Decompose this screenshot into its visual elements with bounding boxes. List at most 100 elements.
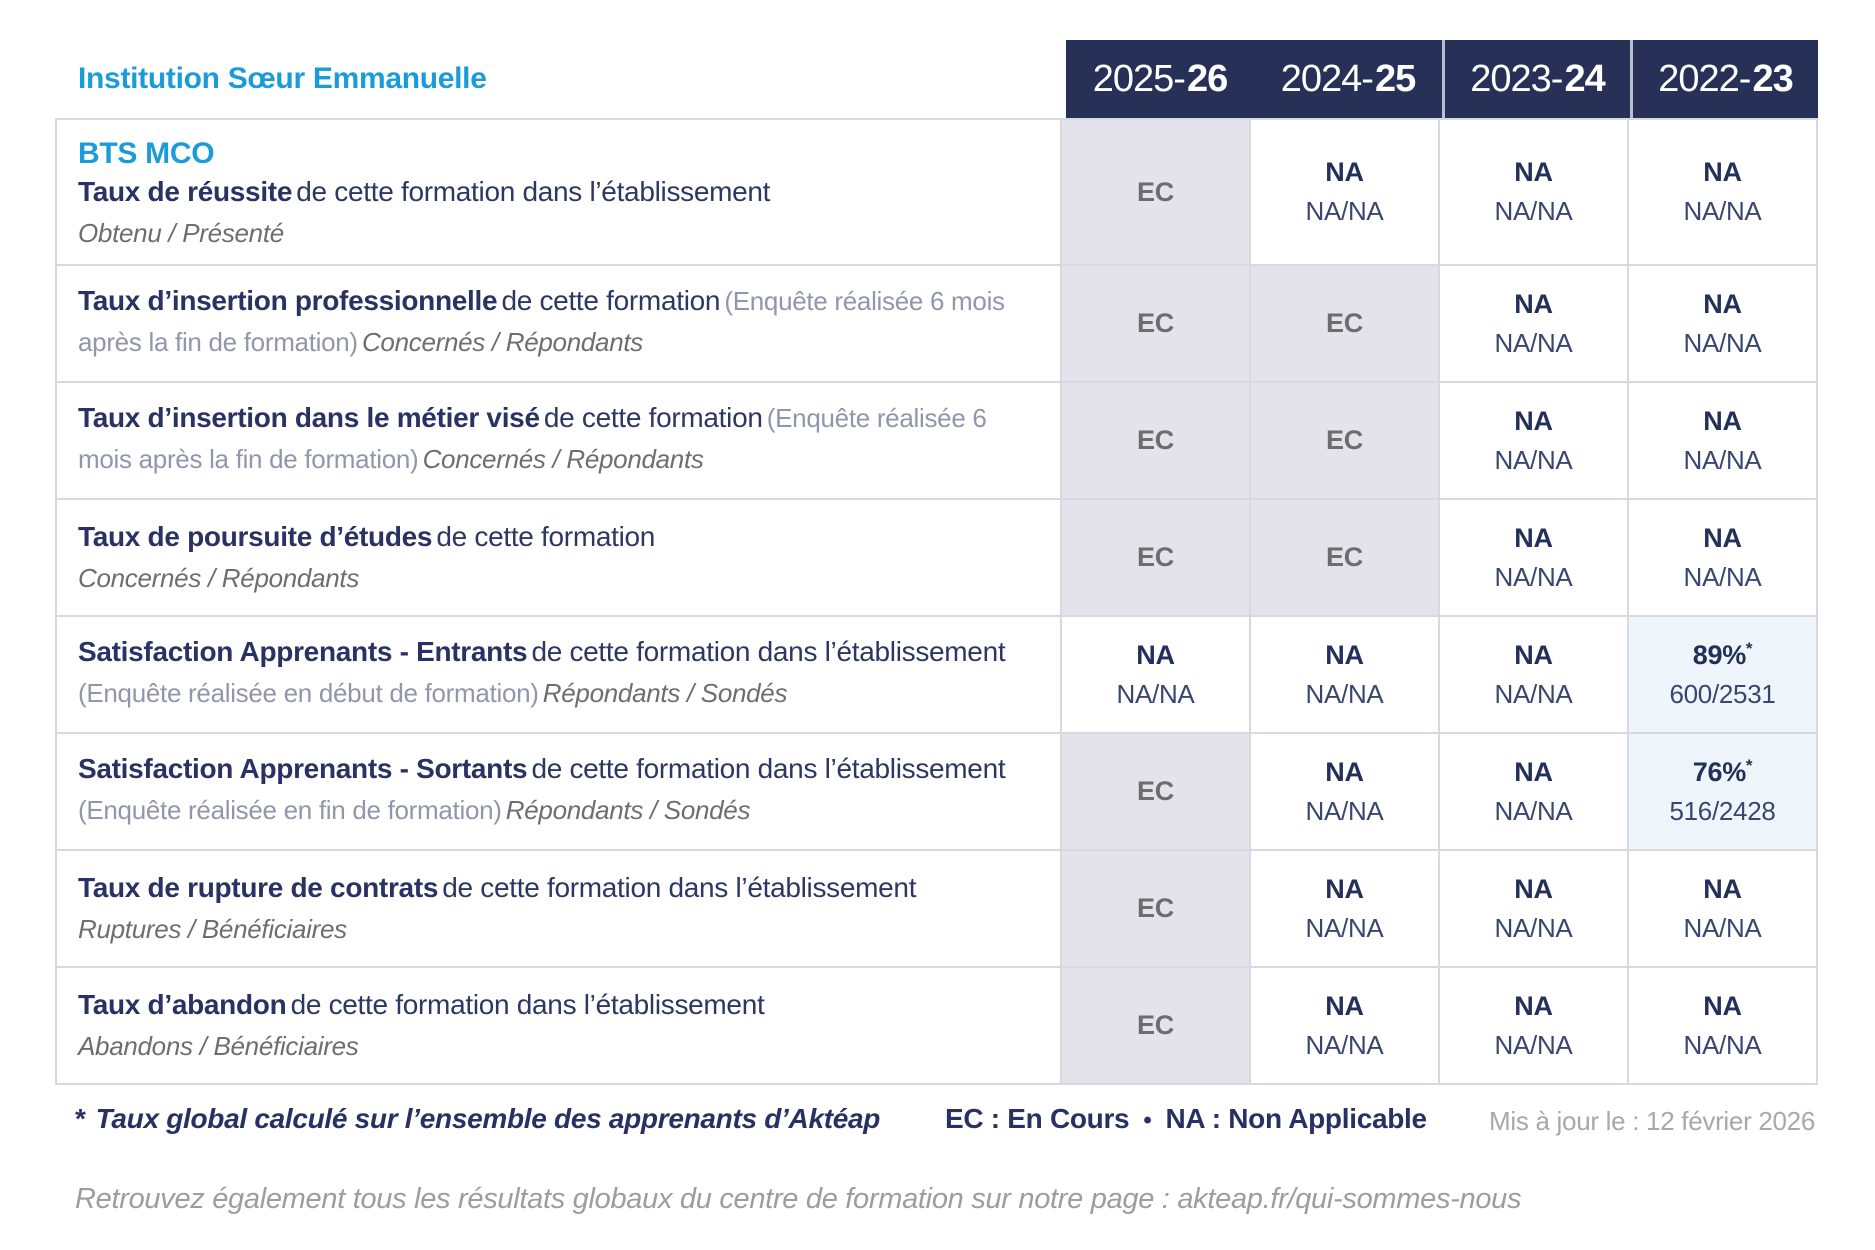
indicator-title: Satisfaction Apprenants - Sortants — [78, 752, 528, 784]
value-cell: NA NA/NA — [1251, 734, 1438, 849]
value-cell: NA NA/NA — [1629, 851, 1816, 966]
row-label: Satisfaction Apprenants - Entrants de ce… — [57, 617, 1060, 732]
cell-value: NA — [1325, 990, 1364, 1021]
cell-value: NA — [1514, 639, 1553, 670]
value-cell: EC — [1251, 266, 1438, 381]
cell-value: NA — [1514, 873, 1553, 904]
cell-value: NA — [1514, 288, 1553, 319]
institution-title: Institution Sœur Emmanuelle — [78, 62, 487, 95]
value-cell: NA NA/NA — [1251, 968, 1438, 1083]
row-label: BTS MCO Taux de réussite de cette format… — [57, 120, 1060, 264]
cell-ratio: NA/NA — [1494, 1029, 1573, 1060]
year-header: 2024- 25 — [1254, 40, 1442, 118]
indicator-note: (Enquête réalisée 6 mois après la fin de… — [78, 402, 987, 474]
updated-date: Mis à jour le : 12 février 2026 — [1489, 1106, 1815, 1136]
row-label-text: Taux de réussite de cette formation dans… — [78, 174, 1032, 251]
value-cell: 89%* 600/2531 — [1629, 617, 1816, 732]
indicator-ratio-label: Concernés / Répondants — [422, 443, 704, 474]
indicator-subtitle: de cette formation dans l’établissement — [296, 175, 771, 207]
row-label-text: Satisfaction Apprenants - Sortants de ce… — [78, 751, 1032, 833]
cell-value: EC — [1326, 425, 1363, 455]
footnote-star-icon: * — [1745, 638, 1753, 658]
indicator-ratio-label: Abandons / Bénéficiaires — [78, 1031, 359, 1061]
value-cell: EC — [1062, 266, 1249, 381]
cell-percent: 89% — [1692, 639, 1746, 670]
indicator-ratio-label: Concernés / Répondants — [361, 326, 643, 357]
cell-ratio: 516/2428 — [1669, 795, 1776, 826]
cell-value: NA — [1325, 873, 1364, 904]
value-cell: NA NA/NA — [1629, 383, 1816, 498]
cell-ratio: 600/2531 — [1669, 678, 1776, 709]
indicator-ratio-label: Concernés / Répondants — [78, 563, 360, 593]
value-cell: NA NA/NA — [1629, 500, 1816, 615]
results-table: Institution Sœur Emmanuelle 2025- 26 2024… — [55, 40, 1818, 1085]
indicator-title: Taux d’insertion professionnelle — [78, 284, 498, 316]
row-label-text: Taux d’insertion professionnelle de cett… — [78, 283, 1032, 365]
year-bold: 26 — [1186, 57, 1228, 100]
footnote-star-icon: * — [1745, 755, 1753, 775]
cell-value: NA — [1703, 288, 1742, 319]
value-cell: EC — [1062, 383, 1249, 498]
cell-ratio: NA/NA — [1683, 912, 1762, 943]
value-cell: NA NA/NA — [1062, 617, 1249, 732]
legend-ec: EC : En Cours — [945, 1103, 1130, 1134]
value-cell: EC — [1062, 120, 1249, 264]
indicator-subtitle: de cette formation — [501, 284, 721, 316]
value-cell: NA NA/NA — [1440, 383, 1627, 498]
table-body: BTS MCO Taux de réussite de cette format… — [55, 118, 1818, 1085]
cell-value: EC — [1326, 308, 1363, 338]
row-label: Taux de rupture de contrats de cette for… — [57, 851, 1060, 966]
cell-ratio: NA/NA — [1683, 561, 1762, 592]
value-cell: 76%* 516/2428 — [1629, 734, 1816, 849]
cell-value: NA — [1325, 157, 1364, 187]
indicator-title: Taux d’insertion dans le métier visé — [78, 401, 540, 433]
value-cell: EC — [1251, 383, 1438, 498]
value-cell: NA NA/NA — [1629, 120, 1816, 264]
year-bold: 25 — [1374, 57, 1416, 100]
indicator-title: Taux de poursuite d’études — [78, 521, 433, 552]
row-label: Taux d’insertion dans le métier visé de … — [57, 383, 1060, 498]
year-prefix: 2023- — [1470, 57, 1563, 100]
cell-ratio: NA/NA — [1305, 795, 1384, 826]
cell-value: NA — [1325, 756, 1364, 787]
row-label: Taux de poursuite d’études de cette form… — [57, 500, 1060, 615]
cell-value: NA — [1136, 639, 1175, 670]
value-cell: EC — [1062, 734, 1249, 849]
legend-na: NA : Non Applicable — [1165, 1103, 1427, 1134]
indicator-note: (Enquête réalisée 6 mois après la fin de… — [78, 285, 1005, 357]
year-header: 2022- 23 — [1630, 40, 1818, 118]
indicator-subtitle: de cette formation dans l’établissement — [442, 872, 917, 903]
cell-ratio: NA/NA — [1494, 444, 1573, 475]
indicator-title: Taux de rupture de contrats — [78, 872, 439, 903]
cell-ratio: NA/NA — [1683, 196, 1762, 226]
cell-ratio: NA/NA — [1683, 444, 1762, 475]
cell-ratio: NA/NA — [1494, 795, 1573, 826]
value-cell: NA NA/NA — [1440, 851, 1627, 966]
value-cell: NA NA/NA — [1440, 968, 1627, 1083]
cell-value: NA — [1325, 639, 1364, 670]
year-bold: 24 — [1564, 57, 1605, 100]
cell-ratio: NA/NA — [1494, 912, 1573, 943]
indicator-subtitle: de cette formation dans l’établissement — [531, 752, 1006, 784]
year-prefix: 2025- — [1092, 57, 1186, 100]
cell-ratio: NA/NA — [1494, 196, 1573, 226]
indicator-title: Taux d’abandon — [78, 989, 287, 1020]
footnote-star-icon: * — [75, 1103, 86, 1134]
cell-value: 89%* — [1692, 638, 1753, 671]
cell-ratio: NA/NA — [1305, 912, 1384, 943]
indicator-title: Satisfaction Apprenants - Entrants — [78, 635, 528, 667]
cell-value: NA — [1703, 157, 1742, 187]
row-label: Taux d’abandon de cette formation dans l… — [57, 968, 1060, 1083]
year-header: 2025- 26 — [1066, 40, 1254, 118]
value-cell: EC — [1062, 968, 1249, 1083]
year-header-band: 2025- 26 2024- 25 2023- 24 2022- 23 — [1066, 40, 1818, 118]
row-label-text: Satisfaction Apprenants - Entrants de ce… — [78, 634, 1032, 716]
cell-value: NA — [1514, 990, 1553, 1021]
cell-value: NA — [1703, 405, 1742, 436]
row-label-text: Taux d’abandon de cette formation dans l… — [78, 987, 1032, 1064]
value-cell: EC — [1062, 851, 1249, 966]
cell-value: EC — [1137, 542, 1174, 572]
indicator-subtitle: de cette formation — [436, 521, 656, 552]
cell-value: NA — [1514, 756, 1553, 787]
